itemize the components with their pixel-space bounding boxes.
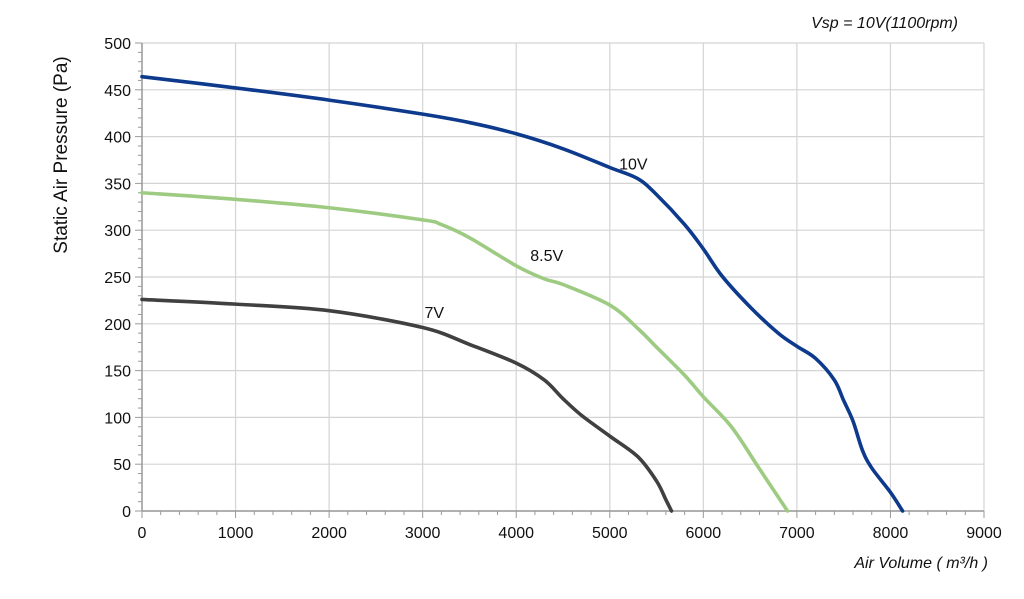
series-label-10v: 10V xyxy=(619,156,648,173)
y-tick-label: 300 xyxy=(104,223,131,240)
y-tick-label: 50 xyxy=(113,457,131,474)
x-tick-label: 1000 xyxy=(218,525,254,542)
minor-ticks xyxy=(135,42,985,518)
y-tick-label: 150 xyxy=(104,364,131,381)
x-tick-label: 0 xyxy=(138,525,147,542)
y-tick-label: 200 xyxy=(104,317,131,334)
series-lines xyxy=(140,74,905,513)
x-tick-label: 7000 xyxy=(779,525,815,542)
x-tick-label: 2000 xyxy=(311,525,347,542)
y-axis-title: Static Air Pressure (Pa) xyxy=(51,56,72,253)
x-tick-label: 8000 xyxy=(873,525,909,542)
y-tick-label: 100 xyxy=(104,410,131,427)
y-tick-label: 250 xyxy=(104,270,131,287)
x-axis-title: Air Volume ( m³/h ) xyxy=(853,555,988,572)
series-line-10v xyxy=(140,74,905,513)
y-tick-label: 400 xyxy=(104,130,131,147)
series-label-7v: 7V xyxy=(425,305,445,322)
y-tick-label: 350 xyxy=(104,176,131,193)
x-tick-labels: 0 1000 2000 3000 4000 5000 6000 7000 8000 9000 xyxy=(138,525,1002,542)
x-tick-label: 4000 xyxy=(498,525,534,542)
y-tick-label: 0 xyxy=(122,504,131,521)
voltage-annotation: Vsp = 10V(1100rpm) xyxy=(811,15,958,32)
y-tick-label: 450 xyxy=(104,83,131,100)
y-tick-label: 500 xyxy=(104,36,131,53)
series-line-8-5v xyxy=(140,190,790,513)
y-tick-labels: 0 50 100 150 200 250 300 350 400 450 500 xyxy=(104,36,131,521)
x-tick-label: 5000 xyxy=(592,525,628,542)
x-tick-label: 3000 xyxy=(405,525,441,542)
x-tick-label: 6000 xyxy=(686,525,722,542)
series-labels: 10V 8.5V 7V xyxy=(425,156,648,322)
series-line-7v xyxy=(140,297,674,513)
series-label-8-5v: 8.5V xyxy=(530,248,563,265)
chart-axes xyxy=(141,43,984,512)
x-tick-label: 9000 xyxy=(966,525,1002,542)
